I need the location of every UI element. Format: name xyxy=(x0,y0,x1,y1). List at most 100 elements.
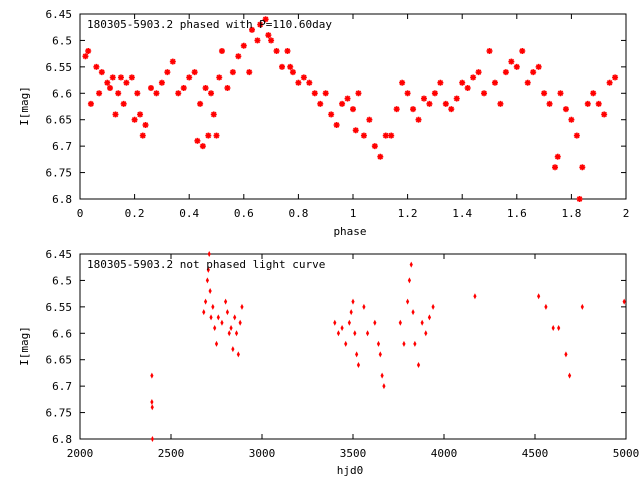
data-point xyxy=(137,111,144,118)
x-tick-label: 3500 xyxy=(340,447,367,460)
data-point xyxy=(208,90,215,97)
data-point xyxy=(420,319,424,326)
data-point xyxy=(199,143,206,150)
data-point xyxy=(205,277,209,284)
data-point xyxy=(235,53,242,60)
data-point xyxy=(355,90,362,97)
data-point xyxy=(112,111,119,118)
y-axis-label: I[mag] xyxy=(18,86,31,126)
data-point xyxy=(128,74,135,81)
data-point xyxy=(317,100,324,107)
data-point xyxy=(437,79,444,86)
x-tick-label: 3000 xyxy=(249,447,276,460)
data-point xyxy=(356,362,361,368)
x-tick-label: 0.6 xyxy=(234,207,254,220)
data-point xyxy=(210,111,217,118)
data-point xyxy=(541,90,548,97)
data-point xyxy=(246,69,253,76)
data-point xyxy=(567,372,572,379)
data-point xyxy=(373,319,377,326)
data-point xyxy=(406,298,410,305)
data-point xyxy=(393,106,400,113)
x-tick-label: 0.8 xyxy=(288,207,308,220)
y-tick-label: 6.8 xyxy=(52,433,72,446)
data-point xyxy=(109,74,116,81)
data-point xyxy=(410,106,417,113)
data-point xyxy=(214,340,219,347)
y-tick-label: 6.75 xyxy=(46,407,73,420)
y-tick-label: 6.5 xyxy=(52,274,72,287)
data-point xyxy=(557,325,561,331)
data-point xyxy=(564,351,568,358)
data-point xyxy=(453,95,460,102)
data-point xyxy=(175,90,182,97)
data-point xyxy=(352,127,359,134)
chart-title: 180305-5903.2 not phased light curve xyxy=(87,258,325,271)
data-point xyxy=(333,122,340,128)
data-point xyxy=(248,26,255,33)
data-point xyxy=(220,319,224,326)
data-point xyxy=(158,79,165,86)
chart-title: 180305-5903.2 phased with P=110.60day xyxy=(87,18,332,31)
data-point xyxy=(206,266,210,273)
x-tick-label: 0.4 xyxy=(179,207,199,220)
data-point xyxy=(486,48,493,54)
data-point xyxy=(234,330,239,337)
data-point xyxy=(311,90,318,97)
data-point xyxy=(590,90,597,97)
x-axis-label: hjd0 xyxy=(337,464,364,477)
data-point xyxy=(254,37,261,44)
x-tick-label: 1.6 xyxy=(507,207,527,220)
data-point xyxy=(404,90,411,97)
data-point xyxy=(93,63,100,70)
data-point xyxy=(459,79,466,86)
data-points xyxy=(82,16,619,202)
data-point xyxy=(349,309,353,316)
data-point xyxy=(209,314,213,321)
data-point xyxy=(584,100,591,107)
data-point xyxy=(268,37,275,44)
data-point xyxy=(350,106,356,113)
data-point xyxy=(180,85,187,91)
data-point xyxy=(595,100,602,107)
y-axis-label: I[mag] xyxy=(18,326,31,366)
data-point xyxy=(355,351,359,358)
data-point xyxy=(233,314,237,321)
y-tick-label: 6.6 xyxy=(52,327,72,340)
data-point xyxy=(225,309,230,316)
data-point xyxy=(147,85,154,91)
y-tick-label: 6.75 xyxy=(46,167,73,180)
data-point xyxy=(340,325,344,331)
data-point xyxy=(573,132,580,139)
data-point xyxy=(365,330,370,337)
data-point xyxy=(377,153,384,160)
data-point xyxy=(362,303,366,310)
data-point xyxy=(554,153,561,160)
data-point xyxy=(131,116,138,123)
x-tick-label: 1.8 xyxy=(561,207,581,220)
data-point xyxy=(420,95,427,102)
data-point xyxy=(87,100,94,107)
data-point xyxy=(427,314,432,321)
data-point xyxy=(194,137,201,144)
data-point xyxy=(347,319,351,326)
x-tick-label: 4500 xyxy=(522,447,549,460)
data-point xyxy=(557,90,564,97)
data-point xyxy=(464,85,471,91)
data-point xyxy=(265,32,272,39)
x-tick-label: 1.4 xyxy=(452,207,472,220)
data-point xyxy=(481,90,488,97)
data-point xyxy=(519,48,526,54)
data-point xyxy=(207,251,211,257)
data-point xyxy=(344,95,351,102)
data-point xyxy=(606,79,613,86)
data-point xyxy=(622,298,626,305)
data-point xyxy=(213,132,220,139)
y-tick-label: 6.65 xyxy=(46,354,73,367)
data-points xyxy=(150,251,626,442)
x-tick-label: 4000 xyxy=(431,447,458,460)
data-point xyxy=(502,69,509,76)
data-point xyxy=(216,314,220,321)
data-point xyxy=(576,196,583,202)
